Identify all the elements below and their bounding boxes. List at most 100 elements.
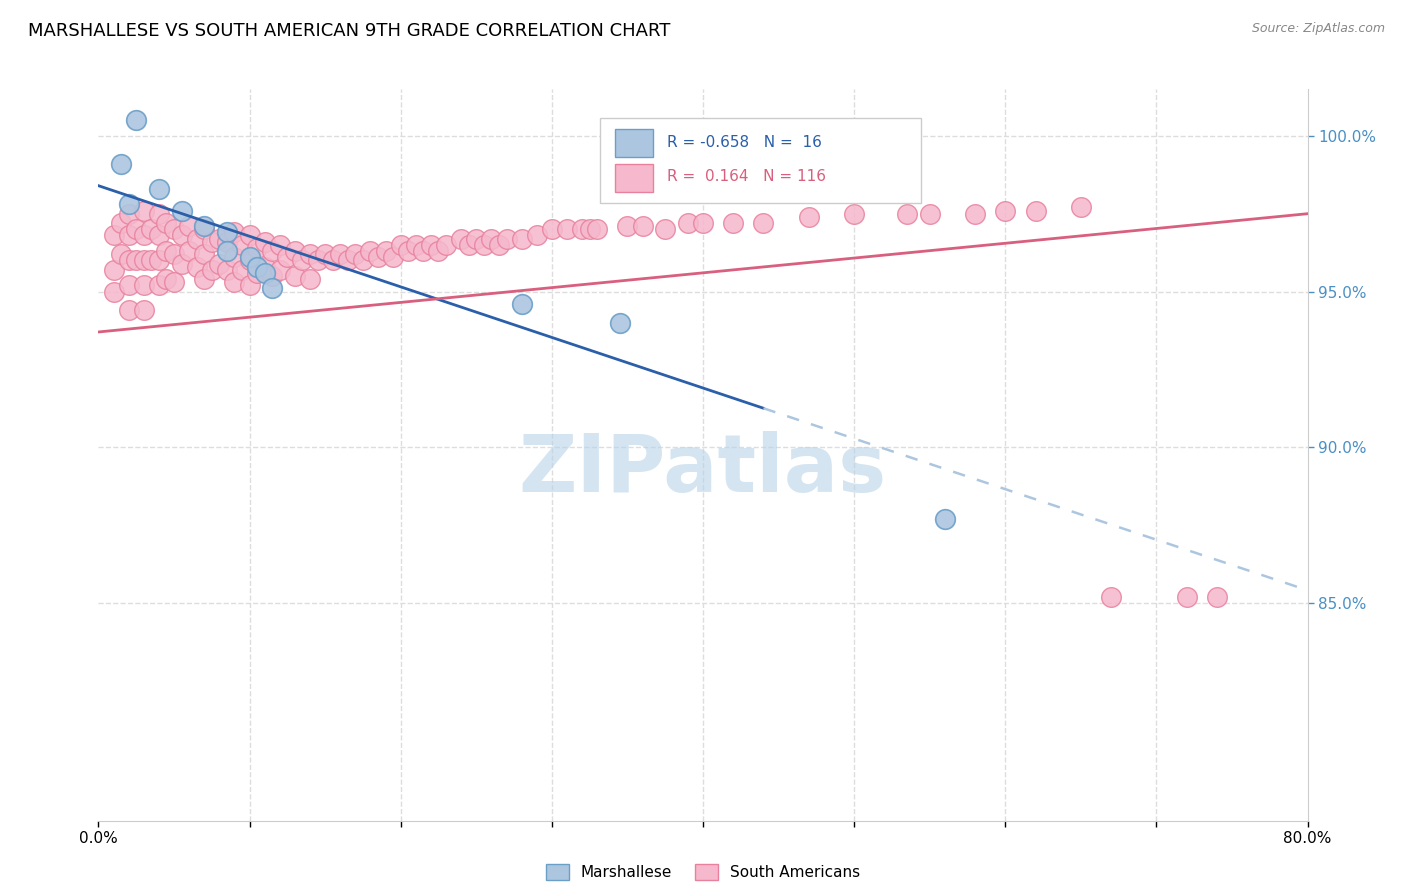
Point <box>118 253 141 268</box>
Point <box>450 231 472 245</box>
Point <box>299 272 322 286</box>
Point <box>578 222 600 236</box>
Point <box>488 237 510 252</box>
Point <box>163 247 186 261</box>
Point <box>179 244 201 258</box>
Point <box>110 157 132 171</box>
Point <box>896 207 918 221</box>
Point <box>170 228 193 243</box>
FancyBboxPatch shape <box>600 119 921 202</box>
Point <box>148 253 170 268</box>
Point <box>631 219 654 234</box>
Text: R = -0.658   N =  16: R = -0.658 N = 16 <box>666 135 821 150</box>
Point <box>208 256 231 270</box>
Point <box>510 297 533 311</box>
Point <box>132 303 155 318</box>
Point <box>215 244 238 258</box>
Point <box>434 237 457 252</box>
Point <box>193 272 215 286</box>
Point <box>571 222 593 236</box>
Point <box>141 222 163 236</box>
Text: MARSHALLESE VS SOUTH AMERICAN 9TH GRADE CORRELATION CHART: MARSHALLESE VS SOUTH AMERICAN 9TH GRADE … <box>28 22 671 40</box>
Point <box>224 226 246 240</box>
Point <box>329 247 352 261</box>
Point <box>654 222 676 236</box>
Point <box>284 268 307 283</box>
Point <box>193 222 215 236</box>
Point <box>239 278 262 293</box>
Point <box>132 278 155 293</box>
Point <box>752 216 775 230</box>
Point <box>481 231 503 245</box>
Point <box>322 253 344 268</box>
Point <box>186 260 208 274</box>
Point <box>103 228 125 243</box>
Point <box>231 237 253 252</box>
Point <box>110 247 132 261</box>
Point <box>269 262 291 277</box>
Point <box>510 231 533 245</box>
Point <box>253 235 276 249</box>
Point <box>586 222 609 236</box>
Bar <box>614 164 654 192</box>
Point <box>314 247 336 261</box>
Point <box>239 253 262 268</box>
Point <box>472 237 495 252</box>
Point <box>246 260 269 274</box>
Point <box>253 266 276 280</box>
Point <box>148 278 170 293</box>
Point <box>215 226 238 240</box>
Point <box>352 253 374 268</box>
Point <box>269 237 291 252</box>
Text: Source: ZipAtlas.com: Source: ZipAtlas.com <box>1251 22 1385 36</box>
Point <box>246 266 269 280</box>
Bar <box>614 129 654 157</box>
Point <box>465 231 488 245</box>
Point <box>155 216 177 230</box>
Point <box>132 203 155 218</box>
Point <box>215 235 238 249</box>
Point <box>155 244 177 258</box>
Legend: Marshallese, South Americans: Marshallese, South Americans <box>540 858 866 886</box>
Point <box>125 113 148 128</box>
Point <box>125 253 148 268</box>
Point <box>141 253 163 268</box>
Point <box>201 262 224 277</box>
Point <box>307 253 329 268</box>
Point <box>723 216 745 230</box>
Point <box>555 222 578 236</box>
Point <box>1175 590 1198 604</box>
Point <box>609 316 631 330</box>
Point <box>382 250 405 264</box>
Point <box>457 237 479 252</box>
Point <box>797 210 820 224</box>
Point <box>215 262 238 277</box>
Point <box>118 197 141 211</box>
Point <box>412 244 434 258</box>
Point <box>389 237 412 252</box>
Point <box>231 262 253 277</box>
Point <box>170 203 193 218</box>
Point <box>1070 201 1092 215</box>
Point <box>526 228 548 243</box>
Point <box>1206 590 1229 604</box>
Point <box>224 275 246 289</box>
Point <box>118 228 141 243</box>
Point <box>208 231 231 245</box>
Point <box>253 260 276 274</box>
Point <box>239 228 262 243</box>
Point <box>1099 590 1122 604</box>
Point <box>179 219 201 234</box>
Point <box>276 250 298 264</box>
Point <box>692 216 714 230</box>
Point <box>193 247 215 261</box>
Point <box>994 203 1017 218</box>
Point <box>1024 203 1046 218</box>
Point <box>224 250 246 264</box>
Point <box>616 219 638 234</box>
Point <box>163 222 186 236</box>
Point <box>374 244 396 258</box>
Point <box>148 207 170 221</box>
Text: R =  0.164   N = 116: R = 0.164 N = 116 <box>666 169 825 185</box>
Point <box>299 247 322 261</box>
